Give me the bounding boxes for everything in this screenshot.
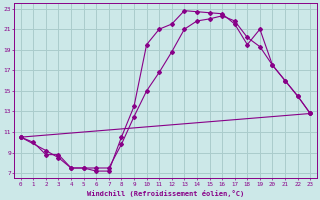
X-axis label: Windchill (Refroidissement éolien,°C): Windchill (Refroidissement éolien,°C) <box>87 190 244 197</box>
